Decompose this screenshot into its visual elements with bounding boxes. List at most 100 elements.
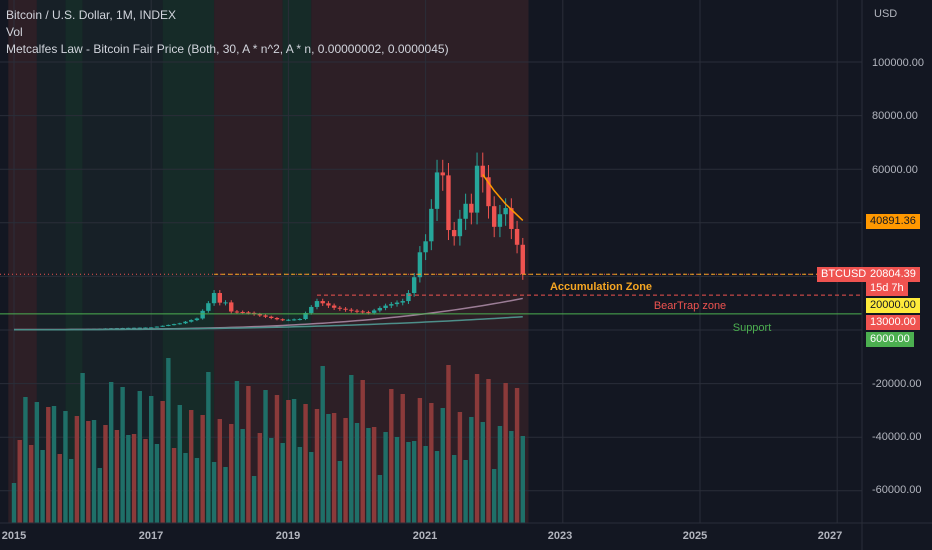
accumulation-price-tag: 20000.00: [866, 298, 920, 313]
candle-body: [303, 312, 308, 320]
volume-bar: [366, 428, 371, 523]
price-tick: -20000.00: [872, 378, 922, 390]
volume-bar: [469, 417, 474, 523]
volume-bar: [40, 450, 45, 523]
volume-bar: [137, 391, 142, 523]
volume-bar: [389, 389, 394, 523]
candle-body: [400, 301, 405, 303]
volume-bar: [68, 459, 74, 523]
time-tick: 2015: [1, 530, 27, 542]
volume-legend[interactable]: Vol: [6, 25, 23, 39]
time-tick: 2025: [682, 530, 708, 542]
volume-bar: [183, 453, 188, 523]
price-tick: 80000.00: [872, 110, 918, 122]
candle-body: [486, 177, 491, 207]
volume-bar: [114, 430, 120, 523]
volume-bar: [497, 426, 503, 523]
indicator-legend[interactable]: Metcalfes Law - Bitcoin Fair Price (Both…: [6, 42, 449, 56]
volume-bar: [51, 406, 57, 523]
time-tick: 2023: [547, 530, 573, 542]
volume-bar: [451, 455, 457, 523]
volume-bar: [200, 415, 205, 523]
candle-body: [143, 327, 148, 329]
volume-bar: [11, 483, 17, 523]
regime-band: [8, 0, 37, 523]
candle-body: [520, 244, 525, 275]
volume-bar: [492, 469, 497, 523]
candle-body: [314, 301, 320, 307]
volume-bar: [286, 400, 291, 523]
candle-body: [171, 324, 177, 326]
volume-bar: [383, 432, 388, 523]
volume-bar: [509, 431, 514, 523]
volume-bar: [457, 412, 463, 523]
volume-bar: [520, 436, 525, 523]
volume-bar: [86, 421, 91, 523]
volume-bar: [309, 452, 314, 523]
candle-body: [389, 304, 394, 306]
price-tick: 100000.00: [872, 57, 924, 69]
volume-bar: [486, 379, 491, 523]
fair-price-line: [482, 174, 524, 221]
candle-body: [223, 302, 228, 304]
volume-bar: [211, 462, 217, 523]
fair-price-tag: 40891.36: [866, 214, 920, 229]
candle-body: [463, 203, 468, 219]
volume-bar: [46, 407, 51, 523]
time-tick: 2021: [412, 530, 438, 542]
volume-bar: [120, 387, 125, 523]
volume-bar: [331, 413, 337, 523]
volume-bar: [251, 476, 257, 523]
volume-bar: [349, 375, 354, 523]
volume-bar: [291, 399, 297, 523]
candle-body: [309, 306, 314, 313]
volume-bar: [177, 405, 182, 523]
candle-body: [274, 317, 280, 320]
volume-bar: [131, 434, 137, 523]
volume-bar: [423, 446, 428, 523]
beartrap-zone-label: BearTrap zone: [653, 300, 727, 312]
candle-body: [269, 316, 274, 318]
price-tick: -60000.00: [872, 484, 922, 496]
volume-bar: [320, 366, 325, 523]
candle-body: [137, 327, 142, 329]
candle-body: [131, 327, 137, 329]
candle-body: [440, 172, 445, 176]
candle-body: [286, 319, 291, 321]
volume-bar: [91, 420, 97, 523]
volume-bar: [326, 414, 331, 523]
regime-band: [65, 0, 83, 523]
candle-body: [154, 326, 160, 328]
volume-bar: [166, 358, 171, 523]
volume-bar: [377, 475, 383, 523]
volume-bar: [274, 395, 280, 523]
candle-body: [320, 301, 325, 304]
volume-bar: [126, 435, 131, 523]
candle-body: [451, 230, 457, 237]
candle-body: [354, 310, 360, 312]
symbol-title[interactable]: Bitcoin / U.S. Dollar, 1M, INDEX: [6, 8, 177, 22]
volume-bar: [154, 444, 160, 523]
candle-body: [411, 277, 417, 294]
volume-bar: [149, 396, 154, 523]
regime-band: [162, 0, 215, 523]
volume-bar: [160, 401, 165, 523]
volume-bar: [34, 402, 40, 523]
candle-body: [177, 323, 182, 325]
candle-body: [297, 319, 303, 321]
volume-bar: [440, 408, 445, 523]
candle-body: [492, 206, 497, 227]
volume-bar: [194, 458, 200, 523]
candle-body: [480, 165, 485, 178]
volume-bar: [171, 448, 177, 523]
volume-bar: [514, 388, 520, 523]
candle-body: [280, 319, 285, 321]
metcalfe-lower-curve: [14, 315, 523, 331]
candle-body: [257, 314, 263, 316]
candle-body: [326, 303, 331, 306]
volume-bar: [406, 442, 411, 523]
candle-body: [371, 310, 377, 313]
candle-body: [497, 214, 503, 227]
price-tick: -40000.00: [872, 431, 922, 443]
